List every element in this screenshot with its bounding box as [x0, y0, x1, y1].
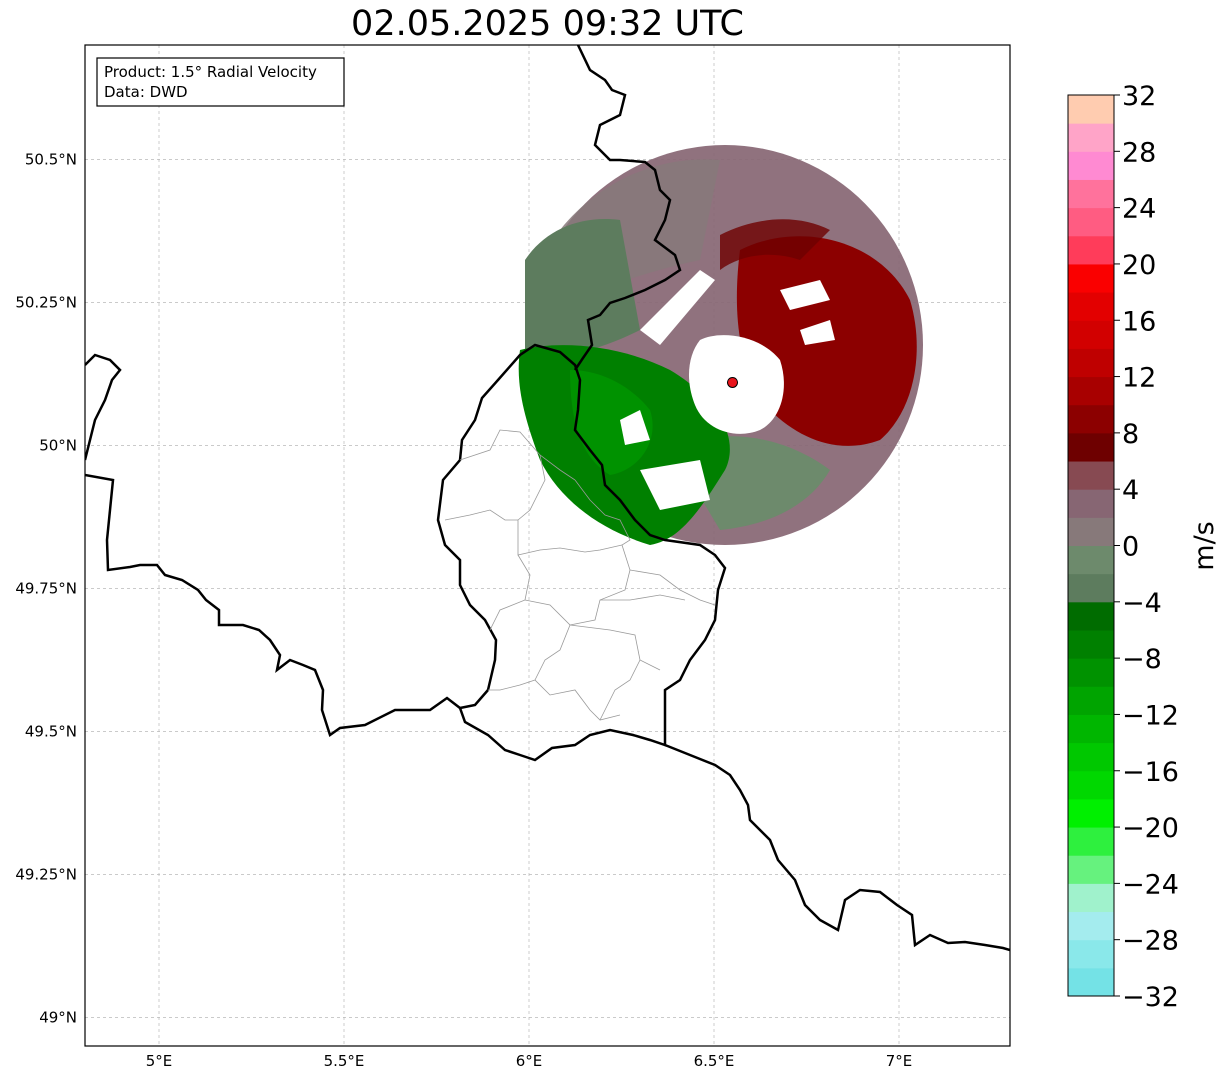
colorbar-swatch — [1068, 827, 1114, 856]
data-source-label: Data: DWD — [104, 83, 188, 101]
colorbar-swatches — [1068, 95, 1114, 997]
x-tick-label: 5.5°E — [324, 1052, 365, 1070]
gap-west — [620, 410, 650, 445]
colorbar-swatch — [1068, 798, 1114, 828]
colorbar-swatch — [1068, 404, 1114, 434]
border-luxembourg — [436, 343, 727, 762]
colorbar-swatch — [1068, 207, 1114, 237]
colorbar-swatch — [1068, 601, 1114, 631]
colorbar-tick-label: 28 — [1122, 137, 1156, 168]
colorbar-tick-label: −24 — [1122, 869, 1179, 900]
y-tick-label: 49.25°N — [15, 865, 77, 883]
radar-velocity-layer — [518, 145, 923, 545]
colorbar-swatch — [1068, 770, 1114, 800]
colorbar-tick-label: −16 — [1122, 757, 1179, 788]
y-axis-tick-labels: 49°N 49.25°N 49.5°N 49.75°N 50°N 50.25°N 50.5°… — [15, 150, 77, 1026]
colorbar-swatch — [1068, 573, 1114, 603]
colorbar-swatch — [1068, 376, 1114, 406]
colorbar-tick-label: 16 — [1122, 306, 1156, 337]
colorbar-tick-label: −28 — [1122, 926, 1179, 957]
y-tick-label: 50.25°N — [15, 293, 77, 311]
colorbar-swatch — [1068, 461, 1114, 490]
colorbar-swatch — [1068, 320, 1114, 349]
colorbar-tick-label: −4 — [1122, 588, 1162, 619]
colorbar-tick-label: 4 — [1122, 475, 1139, 506]
receding-outer — [720, 219, 830, 270]
colorbar-ticks: 32 28 24 20 16 12 8 4 0 −4 −8 −12 −16 −20 −24 −28 −32 — [1114, 81, 1179, 1013]
colorbar-swatch — [1068, 432, 1114, 462]
colorbar-tick-label: 12 — [1122, 363, 1156, 394]
colorbar-tick-label: 20 — [1122, 250, 1156, 281]
colorbar-tick-label: −20 — [1122, 813, 1179, 844]
approaching-strong — [570, 370, 653, 475]
country-borders — [85, 45, 1010, 952]
border-france-germany — [664, 743, 1010, 952]
velocity-colorbar: 32 28 24 20 16 12 8 4 0 −4 −8 −12 −16 −20 −24 −28 −32 m/… — [1067, 81, 1220, 1013]
colorbar-tick-label: 32 — [1122, 81, 1156, 112]
colorbar-swatch — [1068, 742, 1114, 772]
colorbar-swatch — [1068, 658, 1114, 687]
y-tick-label: 50.5°N — [25, 150, 77, 168]
colorbar-swatch — [1068, 686, 1114, 715]
y-tick-label: 49°N — [39, 1008, 77, 1026]
colorbar-swatch — [1068, 123, 1114, 152]
colorbar-swatch — [1068, 348, 1114, 378]
colorbar-swatch — [1068, 967, 1114, 997]
y-tick-label: 49.75°N — [15, 579, 77, 597]
product-label: Product: 1.5° Radial Velocity — [104, 63, 317, 81]
colorbar-swatch — [1068, 235, 1114, 265]
colorbar-swatch — [1068, 883, 1114, 913]
gridlines — [85, 45, 1010, 1046]
colorbar-swatch — [1068, 855, 1114, 884]
approaching-weak — [525, 219, 640, 360]
product-info-box: Product: 1.5° Radial Velocity Data: DWD — [96, 57, 345, 107]
colorbar-tick-label: 8 — [1122, 419, 1139, 450]
x-tick-label: 5°E — [146, 1052, 173, 1070]
colorbar-swatch — [1068, 545, 1114, 575]
colorbar-swatch — [1068, 95, 1114, 124]
colorbar-unit-label: m/s — [1189, 521, 1220, 570]
colorbar-tick-label: 24 — [1122, 194, 1156, 225]
colorbar-swatch — [1068, 263, 1114, 293]
radar-site-marker — [727, 376, 738, 388]
gap-south — [640, 460, 710, 510]
gap-nw — [640, 270, 715, 345]
colorbar-swatch — [1068, 489, 1114, 518]
colorbar-swatch — [1068, 714, 1114, 744]
border-west-stub — [85, 353, 122, 461]
colorbar-swatch — [1068, 179, 1114, 209]
gap-east — [780, 280, 830, 310]
x-tick-label: 6.5°E — [694, 1052, 735, 1070]
map-title: 02.05.2025 09:32 UTC — [351, 4, 744, 44]
colorbar-swatch — [1068, 629, 1114, 659]
colorbar-swatch — [1068, 292, 1114, 321]
luxembourg-cantons — [444, 429, 716, 721]
colorbar-swatch — [1068, 939, 1114, 969]
border-france-belgium — [85, 473, 489, 737]
x-tick-label: 6°E — [516, 1052, 543, 1070]
colorbar-tick-label: −8 — [1122, 644, 1162, 675]
x-tick-label: 7°E — [886, 1052, 913, 1070]
colorbar-tick-label: 0 — [1122, 532, 1139, 563]
map-frame — [84, 44, 1011, 1047]
gap-ne — [800, 320, 835, 345]
colorbar-swatch — [1068, 151, 1114, 180]
y-tick-label: 50°N — [39, 436, 77, 454]
colorbar-swatch — [1068, 911, 1114, 941]
y-tick-label: 49.5°N — [25, 722, 77, 740]
colorbar-swatch — [1068, 517, 1114, 546]
x-axis-tick-labels: 5°E 5.5°E 6°E 6.5°E 7°E — [146, 1052, 913, 1070]
border-belgium-germany — [573, 45, 682, 371]
colorbar-tick-label: −32 — [1122, 982, 1179, 1013]
colorbar-tick-label: −12 — [1122, 700, 1179, 731]
